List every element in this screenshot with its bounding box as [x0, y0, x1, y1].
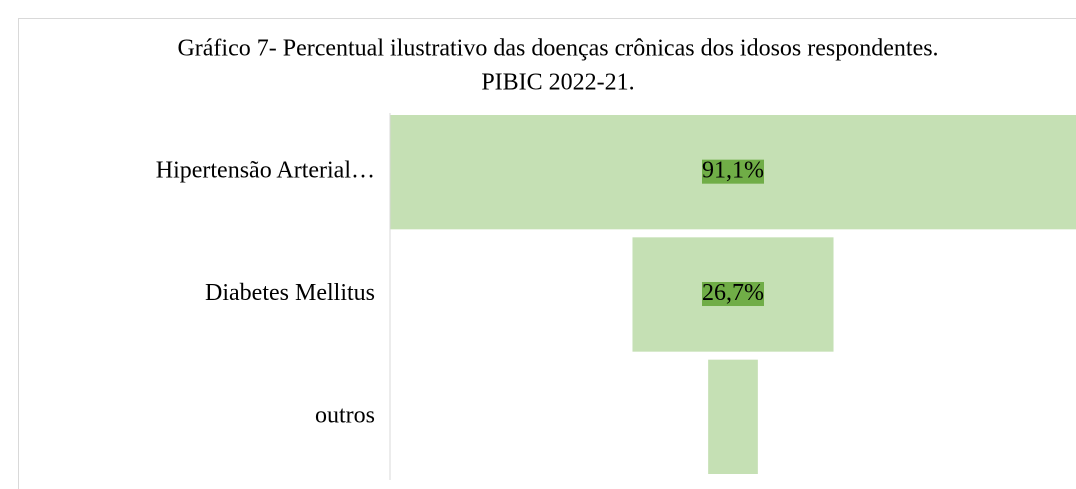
category-label: Diabetes Mellitus — [205, 280, 375, 306]
data-label-background — [702, 282, 764, 307]
chart-title: Gráfico 7- Percentual ilustrativo das do… — [177, 36, 938, 62]
chart-border — [18, 18, 1076, 489]
data-label: 26,7% — [702, 280, 764, 306]
category-label: outros — [315, 402, 375, 428]
chart-title: PIBIC 2022-21. — [481, 70, 634, 96]
data-label-background — [702, 159, 764, 184]
category-label: Hipertensão Arterial… — [156, 158, 375, 184]
funnel-bar — [708, 359, 758, 474]
data-label: 91,1% — [702, 158, 764, 184]
